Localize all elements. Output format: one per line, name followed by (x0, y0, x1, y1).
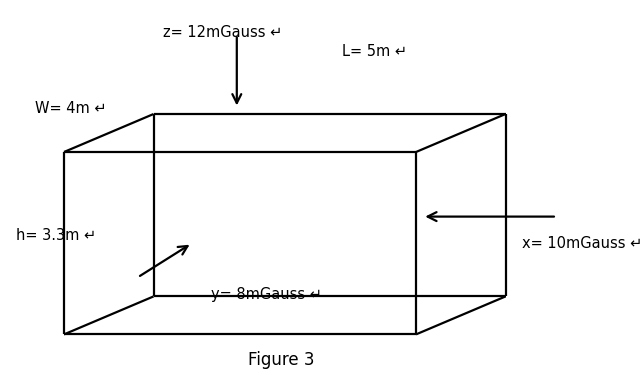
Text: x= 10mGauss ↵: x= 10mGauss ↵ (522, 236, 640, 251)
Text: W= 4m ↵: W= 4m ↵ (35, 101, 107, 116)
Text: z= 12mGauss ↵: z= 12mGauss ↵ (163, 25, 283, 40)
Text: L= 5m ↵: L= 5m ↵ (342, 44, 408, 59)
Text: Figure 3: Figure 3 (248, 351, 315, 369)
Text: h= 3.3m ↵: h= 3.3m ↵ (16, 228, 96, 243)
Text: y= 8mGauss ↵: y= 8mGauss ↵ (211, 287, 322, 302)
